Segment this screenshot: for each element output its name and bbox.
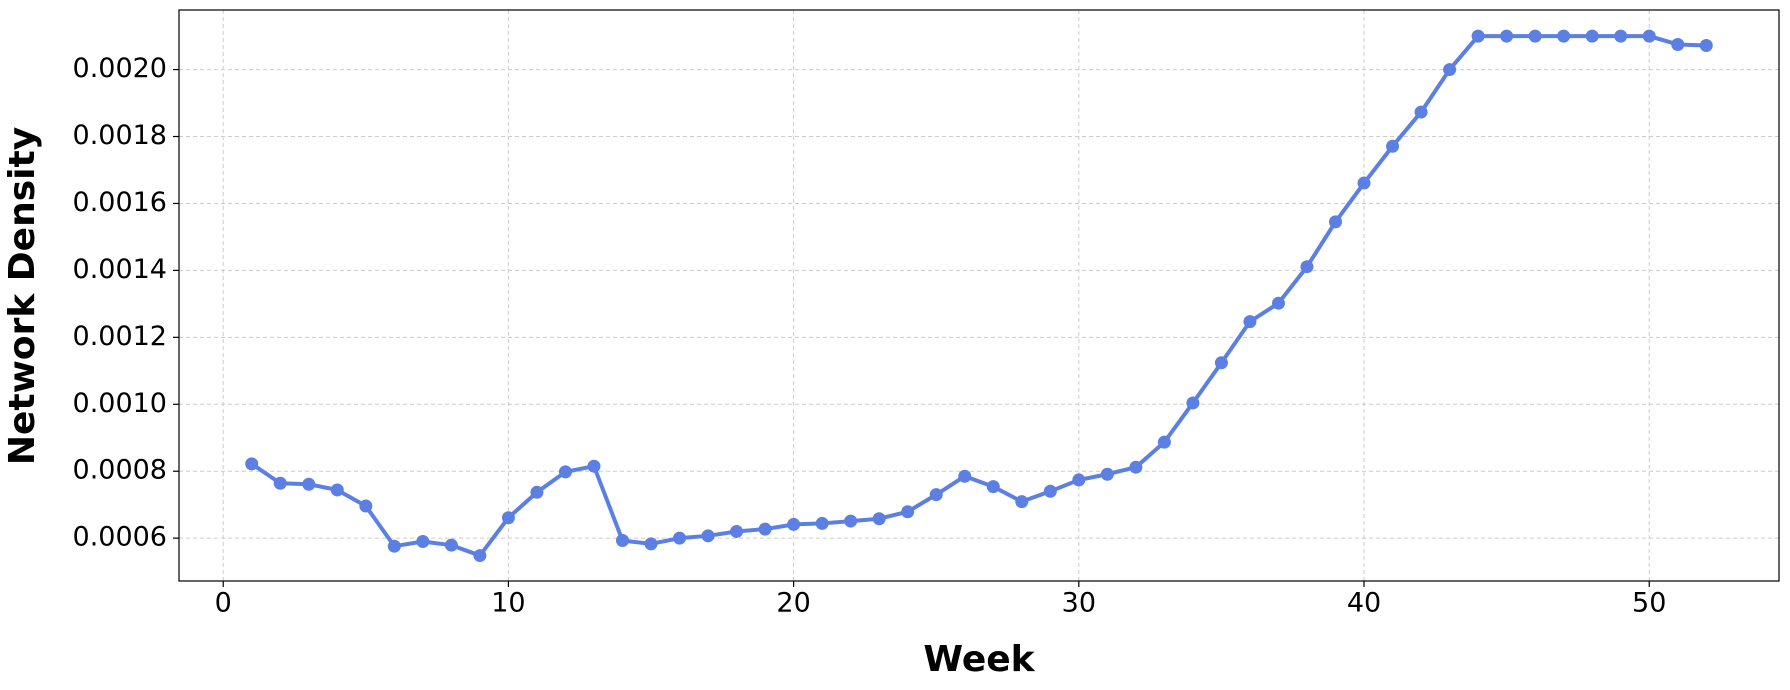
data-point (416, 535, 430, 549)
data-point (1443, 63, 1457, 77)
data-point (330, 483, 344, 497)
plot-frame (178, 9, 1780, 582)
data-point (1329, 215, 1343, 229)
data-point (644, 537, 658, 551)
data-point (273, 476, 287, 490)
data-point (1357, 176, 1371, 190)
data-point (1043, 484, 1057, 498)
data-point (444, 538, 458, 552)
data-point (815, 516, 829, 530)
x-tick-label: 40 (1347, 588, 1381, 619)
data-point (473, 549, 487, 563)
y-tick-label: 0.0006 (73, 522, 167, 553)
data-point (986, 480, 1000, 494)
data-point (1129, 460, 1143, 474)
data-point (1300, 260, 1314, 274)
y-tick-label: 0.0012 (73, 321, 167, 352)
x-tick-label: 10 (491, 588, 525, 619)
y-tick-label: 0.0010 (73, 388, 167, 419)
x-tick-label: 20 (776, 588, 810, 619)
x-tick-label: 30 (1062, 588, 1096, 619)
data-point (1471, 29, 1485, 43)
data-point (530, 485, 544, 499)
y-tick-label: 0.0008 (73, 455, 167, 486)
y-tick-label: 0.0014 (73, 254, 167, 285)
y-tick-label: 0.0016 (73, 187, 167, 218)
data-point (1414, 105, 1428, 119)
data-point (1186, 396, 1200, 410)
data-point (1614, 29, 1628, 43)
y-axis-label: Network Density (2, 127, 43, 465)
data-point (730, 524, 744, 538)
data-point (1271, 296, 1285, 310)
data-point (1100, 467, 1114, 481)
data-point (872, 512, 886, 526)
data-point (501, 511, 515, 525)
data-point (1528, 29, 1542, 43)
y-tick-label: 0.0020 (73, 53, 167, 84)
data-point (587, 459, 601, 473)
data-point (958, 469, 972, 483)
data-point (1072, 473, 1086, 487)
data-point (673, 531, 687, 545)
x-tick-label: 0 (215, 588, 232, 619)
data-point (844, 514, 858, 528)
data-point (1243, 315, 1257, 329)
data-point (1585, 29, 1599, 43)
data-point (558, 465, 572, 479)
data-point (1500, 29, 1514, 43)
data-point (901, 505, 915, 519)
data-point (1386, 139, 1400, 153)
data-point (302, 477, 316, 491)
data-point (1642, 29, 1656, 43)
data-point (1015, 495, 1029, 509)
data-point (359, 499, 373, 513)
data-point (1157, 435, 1171, 449)
data-point (1557, 29, 1571, 43)
data-point (929, 488, 943, 502)
data-point (1699, 38, 1713, 52)
x-axis-label: Week (923, 639, 1035, 680)
data-point (387, 539, 401, 553)
series-line (250, 34, 1707, 558)
data-point (701, 529, 715, 543)
data-point (1671, 37, 1685, 51)
data-point (615, 534, 629, 548)
data-point (758, 522, 772, 536)
data-point (1214, 356, 1228, 370)
data-point (245, 457, 259, 471)
x-tick-label: 50 (1632, 588, 1666, 619)
data-point (787, 517, 801, 531)
y-tick-label: 0.0018 (73, 120, 167, 151)
